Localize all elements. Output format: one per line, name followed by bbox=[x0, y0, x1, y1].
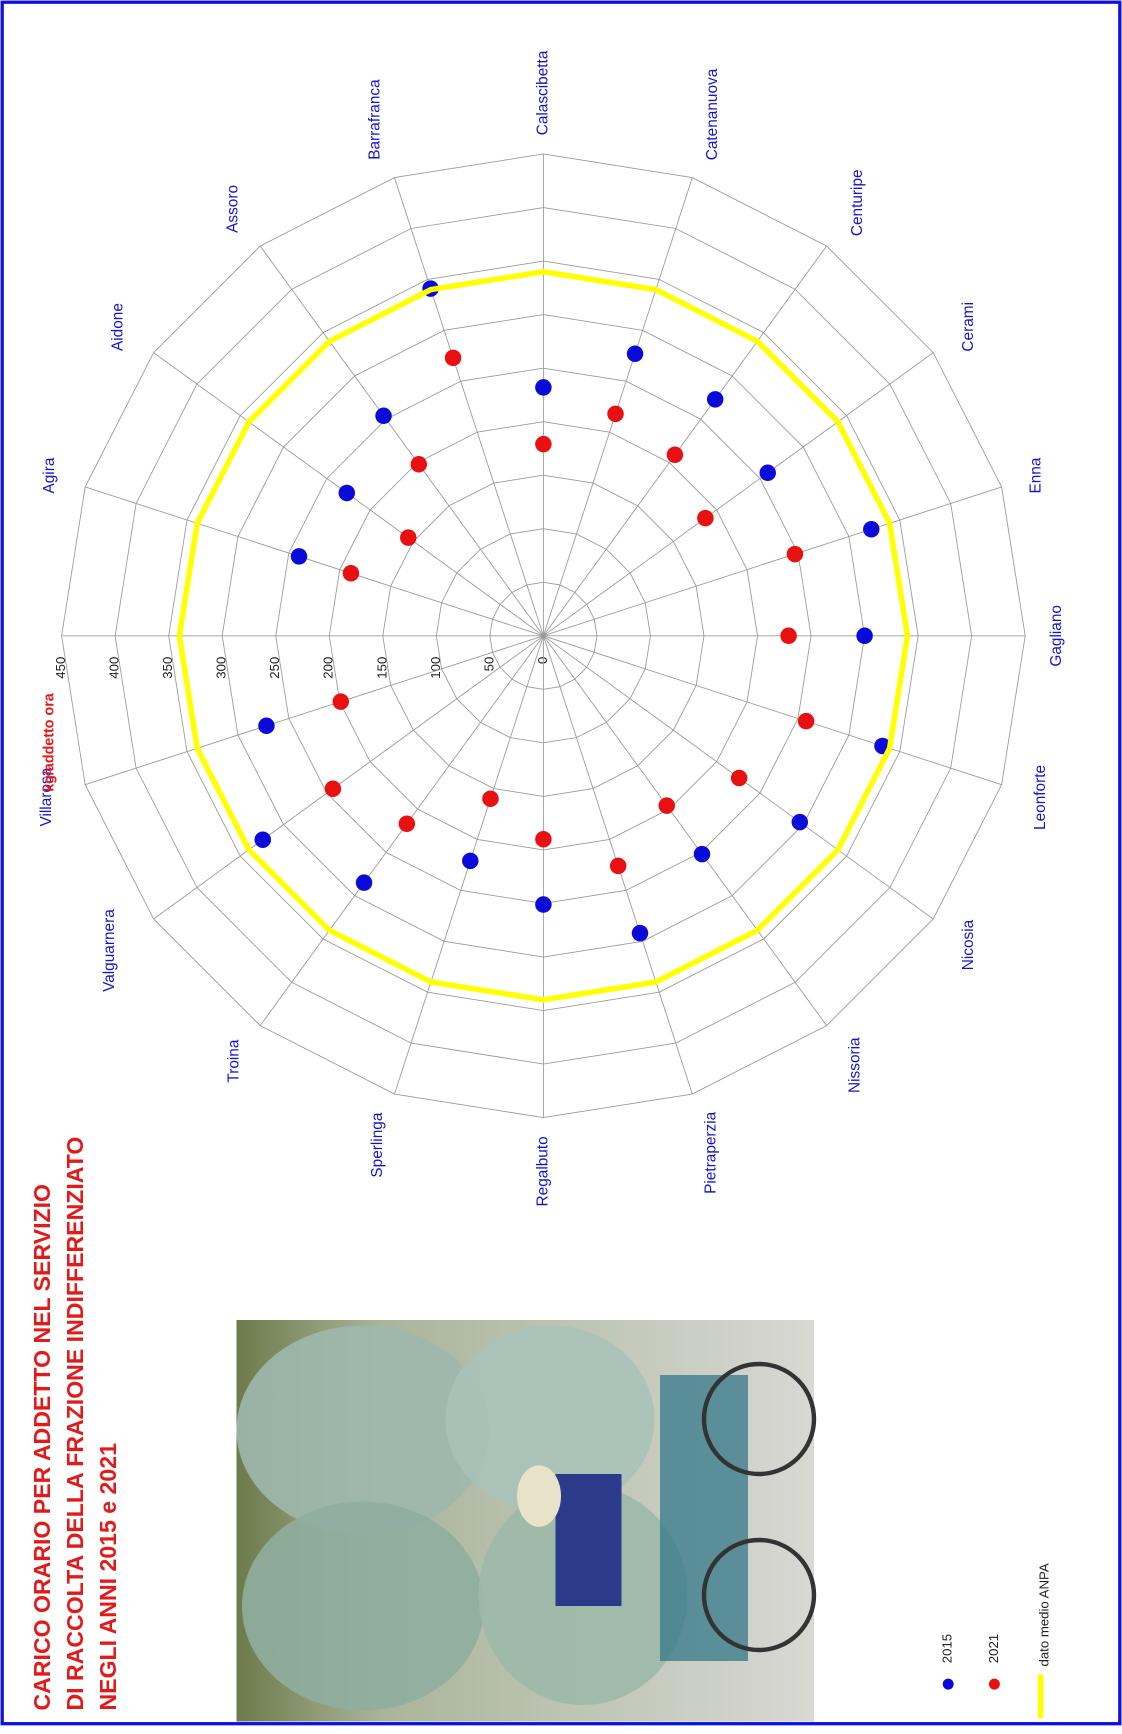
data-point bbox=[706, 391, 724, 408]
r-tick-label: 100 bbox=[428, 657, 443, 679]
axis-label: kg/addetto ora bbox=[41, 692, 57, 792]
data-point bbox=[400, 529, 417, 546]
chart-title: CARICO ORARIO PER ADDETTO NEL SERVIZIO bbox=[29, 1184, 55, 1711]
data-point bbox=[797, 712, 815, 730]
spoke bbox=[259, 245, 544, 637]
data-point bbox=[658, 797, 675, 814]
data-point bbox=[462, 852, 479, 870]
category-label: Agira bbox=[41, 457, 58, 493]
category-label: Aidone bbox=[110, 303, 127, 351]
category-label: Nissoria bbox=[846, 1037, 863, 1093]
data-point bbox=[535, 896, 552, 913]
category-label: Troina bbox=[225, 1039, 242, 1082]
data-point bbox=[535, 830, 552, 848]
data-point bbox=[254, 831, 272, 848]
data-point bbox=[697, 509, 714, 527]
r-tick-label: 0 bbox=[535, 657, 550, 664]
data-point bbox=[342, 565, 360, 582]
data-point bbox=[693, 845, 711, 863]
category-label: Villarosa bbox=[38, 767, 55, 826]
spoke bbox=[153, 635, 544, 920]
chart-title: NEGLI ANNI 2015 e 2021 bbox=[95, 1443, 121, 1711]
spoke bbox=[543, 352, 934, 637]
r-tick-label: 450 bbox=[53, 657, 68, 679]
legend-swatch bbox=[942, 1678, 954, 1690]
data-point bbox=[375, 407, 392, 425]
data-point bbox=[666, 446, 684, 464]
data-point bbox=[482, 790, 499, 807]
category-label: Valguarnera bbox=[101, 909, 118, 992]
data-point bbox=[410, 456, 428, 473]
data-point bbox=[607, 405, 624, 423]
data-point bbox=[398, 815, 416, 833]
spoke bbox=[543, 486, 1002, 637]
spoke bbox=[543, 245, 827, 637]
category-label: Catenanuova bbox=[704, 68, 721, 160]
grid-ring bbox=[61, 153, 1026, 1119]
data-point bbox=[324, 780, 342, 797]
data-point bbox=[730, 769, 748, 787]
chart-title: DI RACCOLTA DELLA FRAZIONE INDIFFERENZIA… bbox=[62, 1137, 88, 1711]
data-point bbox=[780, 627, 797, 645]
photo bbox=[236, 1320, 817, 1722]
data-point bbox=[626, 345, 644, 362]
legend-label: 2021 bbox=[986, 1634, 1001, 1663]
category-label: Pietraperzia bbox=[702, 1111, 719, 1194]
spoke bbox=[85, 635, 544, 786]
r-tick-label: 400 bbox=[107, 657, 122, 679]
category-label: Cerami bbox=[960, 302, 977, 352]
data-point bbox=[444, 349, 462, 367]
spoke bbox=[543, 635, 827, 1026]
category-label: Sperlinga bbox=[369, 1112, 386, 1177]
category-label: Leonforte bbox=[1032, 765, 1049, 830]
legend-label: 2015 bbox=[940, 1634, 955, 1663]
data-point bbox=[786, 545, 804, 563]
data-point bbox=[609, 857, 627, 875]
r-tick-label: 150 bbox=[374, 657, 389, 679]
r-tick-label: 300 bbox=[214, 657, 229, 679]
data-point bbox=[759, 464, 776, 482]
data-point bbox=[791, 813, 809, 831]
category-label: Calascibetta bbox=[534, 50, 551, 135]
category-label: Regalbuto bbox=[534, 1136, 551, 1206]
category-label: Gagliano bbox=[1048, 605, 1065, 667]
r-tick-label: 350 bbox=[160, 657, 175, 679]
spoke bbox=[394, 177, 544, 636]
data-point bbox=[535, 379, 552, 396]
spoke bbox=[259, 635, 544, 1026]
data-point bbox=[338, 484, 356, 502]
data-point bbox=[863, 521, 880, 538]
spoke bbox=[543, 635, 1002, 786]
category-label: Barrafranca bbox=[367, 79, 384, 160]
data-point bbox=[258, 717, 275, 735]
legend-swatch bbox=[988, 1678, 1000, 1690]
category-label: Enna bbox=[1028, 457, 1045, 493]
spoke bbox=[85, 486, 544, 637]
data-point bbox=[535, 435, 552, 453]
data-point bbox=[290, 548, 308, 565]
data-point bbox=[856, 627, 873, 645]
r-tick-label: 250 bbox=[267, 657, 282, 679]
data-point bbox=[332, 693, 350, 710]
series-line bbox=[176, 269, 911, 1003]
r-tick-label: 200 bbox=[321, 657, 336, 679]
data-point bbox=[355, 874, 373, 891]
category-label: Assoro bbox=[224, 185, 241, 233]
data-point bbox=[631, 924, 649, 942]
category-label: Centuripe bbox=[849, 169, 866, 236]
r-tick-label: 50 bbox=[481, 657, 496, 672]
legend-label: dato medio ANPA bbox=[1036, 1563, 1051, 1666]
category-label: Nicosia bbox=[960, 919, 977, 970]
